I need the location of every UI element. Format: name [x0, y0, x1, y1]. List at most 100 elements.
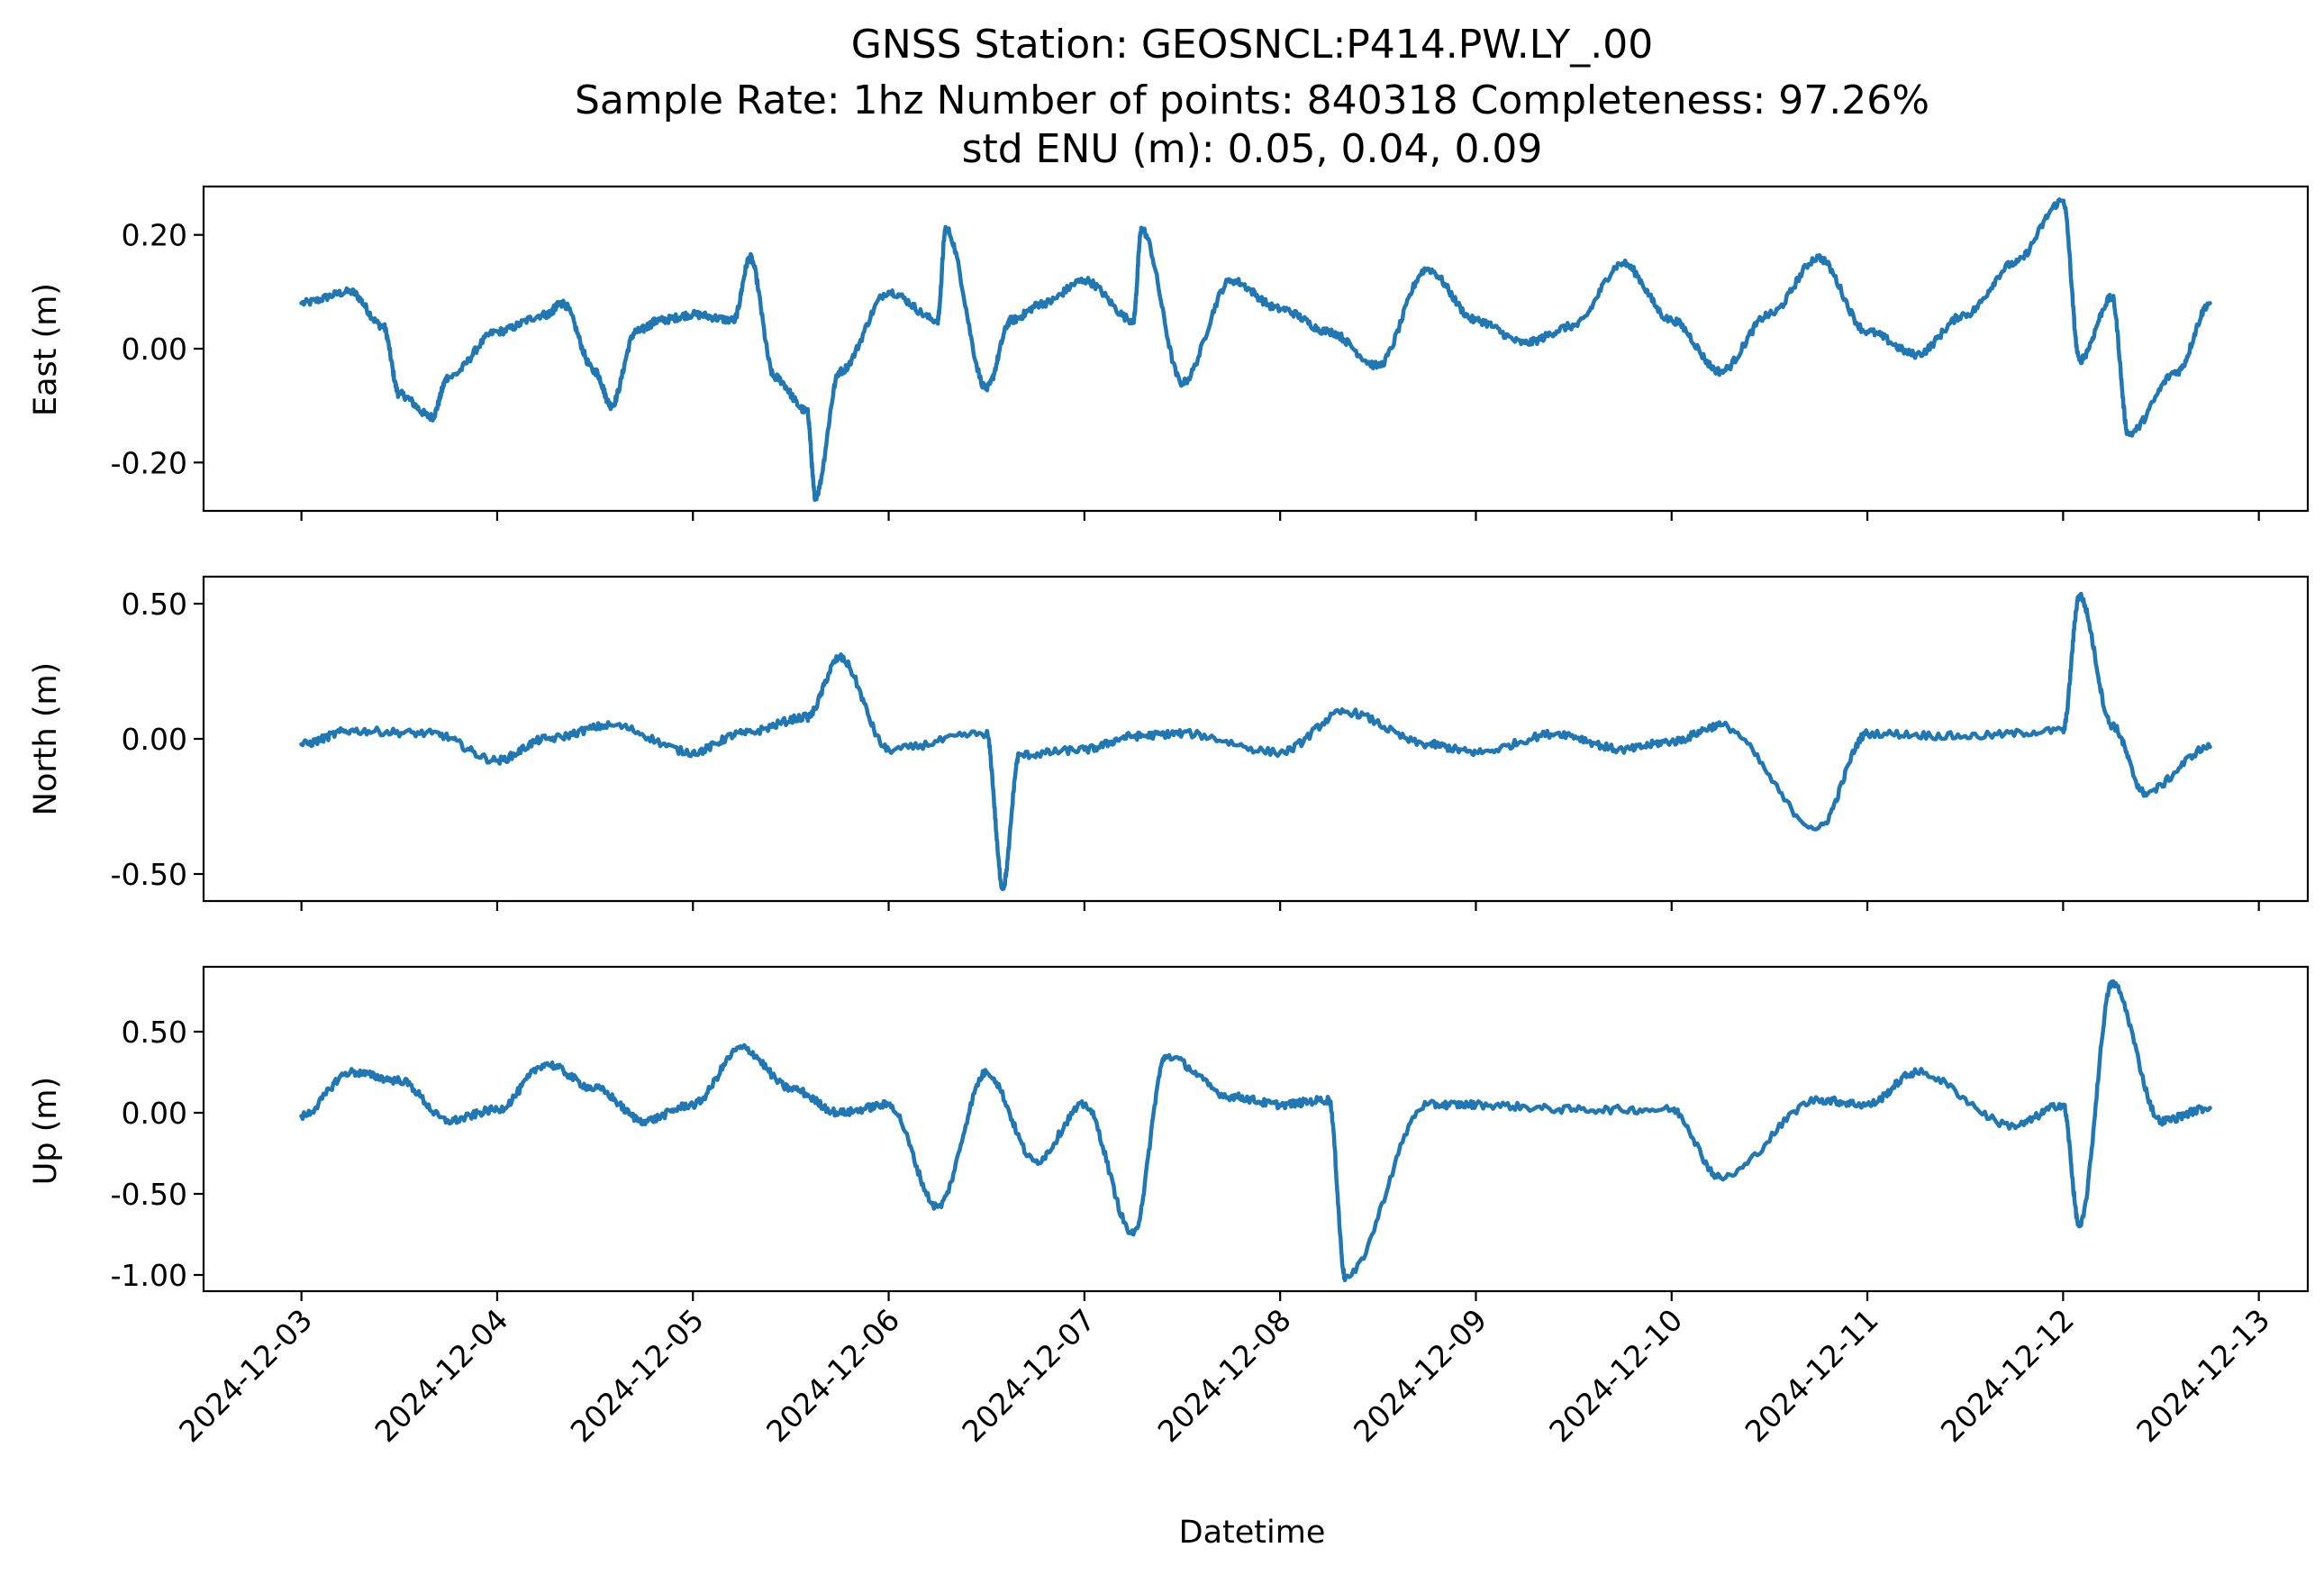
up-data-point — [543, 1061, 549, 1067]
north-data-point — [1555, 731, 1560, 736]
east-data-point — [1913, 351, 1919, 357]
up-ytick-label: 0.00 — [122, 1096, 187, 1131]
up-data-point — [1130, 1232, 1136, 1237]
up-data-point — [1669, 1107, 1675, 1112]
north-data-point — [1620, 747, 1625, 752]
north-data-point — [2207, 744, 2212, 750]
up-data-point — [2060, 1102, 2065, 1107]
east-data-point — [812, 494, 818, 499]
north-data-point — [2060, 728, 2065, 733]
east-data-point — [690, 312, 695, 317]
east-data-point — [984, 386, 989, 391]
north-data-point — [984, 731, 989, 736]
north-data-point — [2110, 723, 2115, 728]
north-data-point — [1343, 709, 1348, 715]
up-data-point — [2207, 1106, 2212, 1110]
east-data-point — [943, 226, 949, 232]
up-plot-frame — [202, 965, 2310, 1293]
up-data-point — [1327, 1097, 1331, 1102]
north-data-point — [1424, 742, 1430, 747]
east-data-point — [543, 312, 549, 317]
up-data-point — [2110, 980, 2115, 986]
east-data-point — [731, 318, 736, 323]
up-data-point — [641, 1118, 647, 1124]
up-data-point — [348, 1070, 353, 1075]
north-panel: North (m) 0.50 0.00 -0.50 — [28, 575, 2310, 911]
east-data-point — [1375, 363, 1381, 369]
north-ytick-label: -0.50 — [111, 857, 187, 892]
north-ylabel: North (m) — [28, 662, 64, 815]
east-panel: East (m) 0.20 0.00 -0.20 — [28, 185, 2310, 521]
east-data-point — [299, 301, 304, 305]
east-ylabel: East (m) — [28, 283, 64, 416]
x-axis-label: Datetime — [1179, 1515, 1326, 1551]
up-data-point — [495, 1107, 500, 1112]
up-data-point — [593, 1086, 598, 1091]
east-data-point — [1008, 318, 1013, 323]
east-data-point — [2110, 295, 2115, 300]
up-data-point — [1277, 1102, 1283, 1107]
north-data-point — [1000, 885, 1005, 890]
east-data-point — [804, 409, 810, 414]
up-data-point — [1718, 1175, 1723, 1180]
north-data-point — [1180, 731, 1185, 736]
east-data-point — [886, 289, 891, 295]
east-ytick-label: 0.20 — [122, 218, 187, 253]
north-data-point — [609, 723, 614, 728]
up-data-point — [446, 1118, 451, 1124]
east-data-point — [1229, 278, 1234, 283]
east-data-point — [1865, 329, 1870, 334]
north-data-point — [804, 715, 810, 720]
north-data-point — [543, 736, 549, 742]
east-data-point — [1277, 306, 1283, 312]
east-data-point — [609, 403, 614, 408]
east-data-point — [748, 255, 753, 260]
east-data-point — [1130, 318, 1136, 323]
up-data-point — [1816, 1097, 1821, 1102]
up-data-point — [837, 1110, 842, 1115]
east-data-point — [2207, 301, 2212, 305]
north-ytick-label: 0.50 — [122, 587, 187, 622]
east-data-point — [1180, 380, 1185, 386]
east-data-point — [593, 369, 598, 374]
up-data-point — [886, 1102, 891, 1107]
north-data-point — [1963, 733, 1968, 739]
north-data-point — [1082, 747, 1087, 752]
east-data-point — [1816, 255, 1821, 260]
up-data-point — [740, 1045, 744, 1051]
north-data-point — [1669, 739, 1675, 744]
north-data-point — [2077, 593, 2082, 598]
up-data-point — [2077, 1224, 2082, 1229]
east-data-point — [1669, 318, 1675, 323]
up-data-point — [1571, 1107, 1576, 1112]
north-data-point — [2142, 790, 2147, 796]
east-data-point — [935, 318, 940, 323]
up-data-point — [1229, 1094, 1234, 1099]
up-ytick-label: -0.50 — [111, 1177, 187, 1212]
up-data-point — [1424, 1102, 1430, 1107]
east-data-point — [2077, 358, 2082, 363]
up-data-point — [690, 1102, 695, 1107]
east-data-point — [1474, 318, 1478, 323]
up-data-point — [2011, 1124, 2017, 1128]
east-data-point — [1767, 312, 1772, 317]
up-data-point — [1082, 1102, 1087, 1107]
north-data-point — [495, 758, 500, 763]
north-data-point — [886, 747, 891, 752]
up-data-point — [1033, 1159, 1038, 1164]
up-ylabel: Up (m) — [28, 1077, 64, 1185]
up-data-point — [1913, 1070, 1919, 1075]
east-data-point — [837, 369, 842, 374]
north-data-point — [430, 731, 434, 736]
up-ytick-label: 0.50 — [122, 1015, 187, 1050]
east-data-point — [2126, 432, 2131, 437]
north-data-point — [1718, 723, 1723, 728]
east-data-point — [1327, 329, 1331, 334]
north-data-point — [1865, 731, 1870, 736]
north-data-point — [740, 731, 744, 736]
east-data-point — [1139, 226, 1144, 232]
east-data-point — [446, 375, 451, 379]
east-data-point — [559, 301, 565, 305]
